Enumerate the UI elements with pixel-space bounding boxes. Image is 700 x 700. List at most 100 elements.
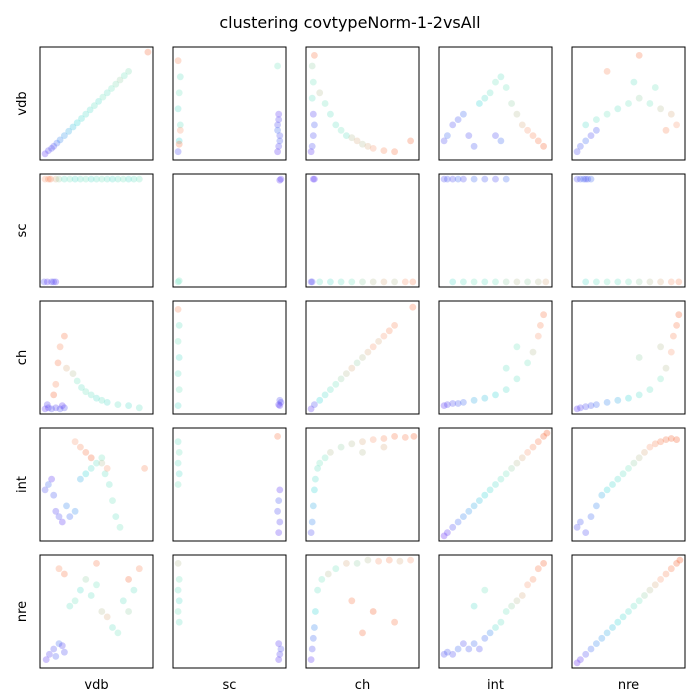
data-point bbox=[492, 175, 499, 183]
data-point bbox=[454, 645, 462, 653]
data-point bbox=[71, 438, 79, 446]
data-point bbox=[174, 481, 182, 488]
panel-frame bbox=[305, 427, 420, 542]
data-point bbox=[55, 175, 63, 183]
data-point bbox=[309, 110, 317, 118]
data-point bbox=[646, 100, 654, 107]
data-point bbox=[470, 175, 478, 183]
data-point bbox=[101, 470, 109, 478]
data-point bbox=[513, 343, 521, 351]
data-point bbox=[481, 394, 489, 402]
data-point bbox=[103, 89, 111, 97]
data-point bbox=[307, 405, 315, 413]
data-point bbox=[486, 89, 494, 97]
panel-frame bbox=[438, 300, 553, 415]
data-point bbox=[502, 608, 510, 615]
data-point bbox=[103, 175, 111, 183]
data-point bbox=[77, 443, 84, 451]
data-point bbox=[98, 175, 106, 183]
data-point bbox=[460, 110, 467, 118]
data-point bbox=[582, 403, 590, 411]
data-point bbox=[667, 278, 675, 286]
panel-int-vs-vdb bbox=[39, 427, 154, 542]
data-point bbox=[275, 656, 283, 663]
data-point bbox=[470, 602, 478, 610]
data-point bbox=[332, 121, 340, 129]
data-point bbox=[673, 436, 680, 443]
data-point bbox=[343, 132, 350, 140]
data-point bbox=[174, 459, 182, 467]
data-point bbox=[635, 354, 643, 361]
panel-ch-vs-ch bbox=[305, 300, 420, 415]
data-point bbox=[311, 121, 318, 129]
data-point bbox=[277, 645, 285, 653]
data-point bbox=[513, 459, 521, 467]
data-point bbox=[175, 137, 183, 145]
data-point bbox=[175, 618, 183, 626]
data-point bbox=[593, 278, 600, 286]
data-point bbox=[311, 624, 318, 631]
data-point bbox=[174, 560, 182, 567]
data-point bbox=[98, 396, 106, 404]
data-point bbox=[309, 175, 317, 183]
data-point bbox=[407, 137, 414, 145]
data-point bbox=[662, 126, 670, 134]
data-point bbox=[40, 278, 48, 286]
data-point bbox=[65, 127, 73, 135]
data-point bbox=[641, 592, 648, 599]
data-point bbox=[580, 175, 587, 183]
panel-ch-vs-nre bbox=[571, 300, 686, 415]
data-point bbox=[391, 322, 398, 329]
data-point bbox=[513, 110, 521, 118]
data-point bbox=[105, 481, 113, 488]
data-point bbox=[497, 475, 505, 483]
panel-frame bbox=[39, 427, 154, 542]
data-point bbox=[573, 148, 581, 156]
row-labels: vdb sc ch int nre bbox=[15, 91, 30, 622]
data-point bbox=[454, 518, 462, 526]
data-point bbox=[534, 278, 542, 286]
data-point bbox=[359, 449, 366, 456]
data-point bbox=[311, 52, 318, 59]
panel-frame bbox=[305, 173, 420, 288]
data-point bbox=[274, 433, 281, 440]
data-point bbox=[116, 523, 124, 531]
data-point bbox=[141, 465, 149, 472]
data-point bbox=[369, 608, 377, 615]
data-point bbox=[508, 465, 515, 472]
data-point bbox=[56, 136, 64, 144]
data-point bbox=[275, 401, 283, 408]
data-point bbox=[309, 502, 317, 510]
data-point bbox=[77, 175, 84, 183]
data-point bbox=[534, 565, 542, 573]
data-point bbox=[58, 402, 66, 409]
data-point bbox=[73, 119, 81, 127]
data-point bbox=[470, 396, 478, 404]
data-point bbox=[460, 640, 467, 647]
data-point bbox=[667, 110, 675, 118]
data-point bbox=[614, 105, 622, 113]
data-point bbox=[114, 629, 122, 637]
data-point bbox=[274, 126, 281, 134]
data-point bbox=[82, 576, 90, 583]
data-point bbox=[573, 523, 581, 531]
data-point bbox=[641, 449, 648, 456]
data-point bbox=[312, 475, 319, 483]
data-point bbox=[175, 354, 183, 361]
data-point bbox=[630, 459, 638, 467]
panel-frame bbox=[571, 427, 686, 542]
data-point bbox=[449, 175, 457, 183]
data-point bbox=[175, 386, 183, 393]
data-point bbox=[444, 648, 451, 656]
data-point bbox=[175, 89, 183, 97]
chart-title: clustering covtypeNorm-1-2vsAll bbox=[219, 13, 480, 32]
data-point bbox=[109, 624, 116, 631]
data-point bbox=[144, 48, 152, 56]
data-point bbox=[86, 106, 94, 114]
data-point bbox=[440, 532, 448, 540]
panel-vdb-vs-int bbox=[438, 46, 553, 161]
data-point bbox=[174, 105, 182, 113]
data-point bbox=[481, 278, 489, 286]
data-point bbox=[375, 557, 382, 565]
data-point bbox=[460, 399, 467, 406]
